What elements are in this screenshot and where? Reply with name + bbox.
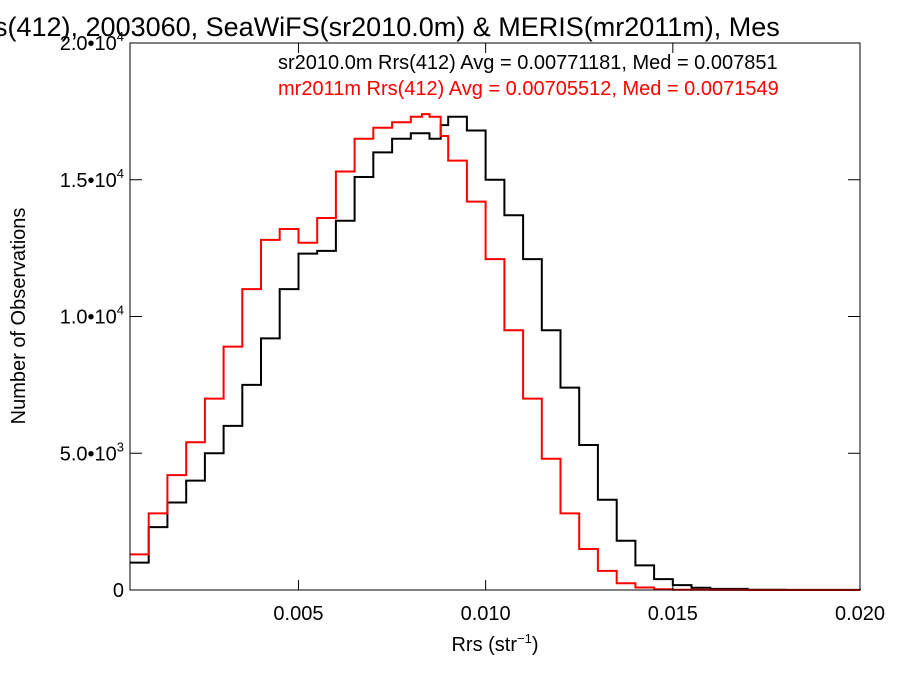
y-tick-label-0: 0 bbox=[113, 580, 124, 602]
series-line-1 bbox=[130, 113, 860, 591]
y-axis-label: Number of Observations bbox=[8, 208, 30, 425]
x-axis-label: Rrs (str−1) bbox=[451, 631, 538, 656]
x-tick-label-1: 0.010 bbox=[461, 603, 511, 625]
x-tick-label-0: 0.005 bbox=[273, 603, 323, 625]
series-layer bbox=[130, 113, 861, 591]
chart-title: s(412), 2003060, SeaWiFS(sr2010.0m) & ME… bbox=[0, 12, 780, 42]
x-axis-label-close: ) bbox=[532, 634, 539, 656]
x-axis-label-main: Rrs (str bbox=[451, 634, 517, 656]
y-tick-label-2: 1.0•104 bbox=[60, 303, 124, 329]
x-tick-label-3: 0.020 bbox=[835, 603, 885, 625]
y-tick-label-4: 2.0•104 bbox=[60, 29, 124, 55]
x-axis-label-sup: −1 bbox=[517, 631, 532, 646]
y-tick-label-3: 1.5•104 bbox=[60, 166, 124, 192]
y-tick-label-1: 5.0•103 bbox=[60, 439, 124, 465]
ticks-layer: 0.005 0.010 0.015 0.020 0 5.0•103 1.0•104 1.5•1… bbox=[60, 29, 885, 625]
x-tick-label-2: 0.015 bbox=[648, 603, 698, 625]
annotation-black: sr2010.0m Rrs(412) Avg = 0.00771181, Med… bbox=[278, 52, 778, 74]
series-line-0 bbox=[130, 115, 861, 591]
annotation-red: mr2011m Rrs(412) Avg = 0.00705512, Med =… bbox=[278, 78, 779, 100]
plot-frame bbox=[129, 42, 861, 591]
